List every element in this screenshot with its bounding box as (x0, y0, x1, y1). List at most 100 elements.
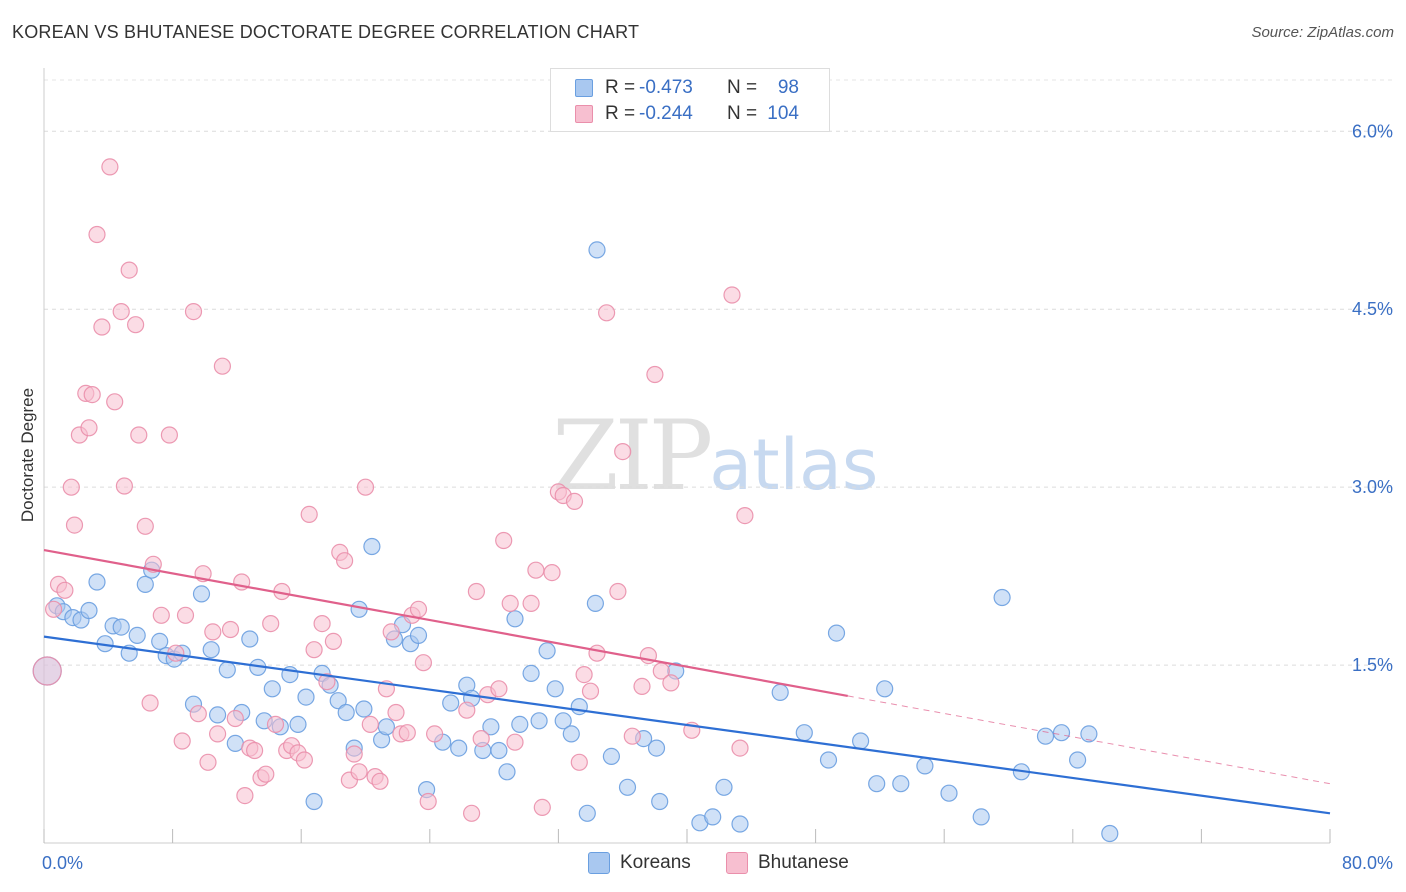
korean-point (651, 792, 669, 811)
korean-point (892, 775, 910, 793)
legend-r-label: R = (605, 103, 636, 124)
korean-point (482, 718, 500, 736)
bhutanese-point (458, 701, 476, 719)
series-legend-koreans[interactable]: Koreans (588, 852, 691, 874)
watermark-zip: ZIP (552, 400, 713, 512)
bhutanese-point (350, 763, 368, 781)
korean-point (263, 680, 281, 698)
bhutanese-point (361, 715, 379, 734)
correlation-legend: R = -0.473 N = 98 R = -0.244 N = 104 (550, 68, 830, 132)
korean-point (151, 632, 169, 651)
korean-point (704, 808, 722, 826)
korean-point (1068, 751, 1087, 769)
legend-swatch-koreans (575, 79, 593, 97)
korean-point (771, 683, 789, 702)
korean-point (226, 734, 244, 753)
bhutanese-point (236, 786, 254, 805)
bhutanese-point (324, 632, 342, 651)
bhutanese-point (112, 303, 130, 321)
korean-point (498, 763, 516, 781)
bhutanese-point (305, 641, 323, 659)
bhutanese-point (93, 318, 111, 336)
korean-point (876, 680, 894, 698)
legend-r-value: -0.244 (639, 103, 693, 124)
bhutanese-point (257, 765, 275, 783)
bhutanese-point (141, 694, 159, 712)
korean-point (289, 715, 307, 734)
korean-point (602, 747, 621, 766)
bhutanese-point (662, 674, 680, 692)
bhutanese-point (522, 594, 540, 613)
trend-lines (43, 548, 1331, 815)
korean-point (297, 688, 315, 706)
bhutanese-point (581, 682, 600, 700)
bhutanese-point (501, 594, 519, 613)
korean-point (511, 715, 529, 734)
korean-point (218, 661, 236, 679)
bhutanese-point (221, 620, 240, 639)
korean-point (1052, 724, 1071, 742)
korean-point (827, 624, 846, 642)
korean-point (490, 741, 508, 760)
korean-point (972, 808, 990, 826)
bhutanese-point (127, 316, 145, 334)
bhutanese-point (199, 753, 217, 771)
korean-point (202, 641, 220, 659)
legend-r-value: -0.473 (639, 77, 693, 98)
korean-point (506, 610, 524, 628)
korean-point (409, 626, 428, 645)
korean-point (241, 630, 259, 648)
bhutanese-point (44, 600, 63, 618)
series-legend-bhutanese[interactable]: Bhutanese (726, 852, 849, 874)
korean-point (940, 784, 958, 802)
legend-n-label: N = (727, 103, 758, 124)
korean-point (618, 778, 637, 796)
bhutanese-point (345, 745, 363, 763)
korean-point (588, 241, 606, 259)
x-tick-label: 80.0% (1342, 853, 1393, 873)
korean-point (647, 739, 666, 757)
bhutanese-point (614, 443, 632, 461)
chart-title: KOREAN VS BHUTANESE DOCTORATE DEGREE COR… (12, 22, 640, 42)
bhutanese-point (731, 739, 749, 757)
series-label-koreans: Koreans (620, 852, 691, 873)
bhutanese-point (32, 656, 62, 686)
bhutanese-point (467, 582, 485, 601)
series-swatch-koreans (588, 852, 610, 874)
korean-point (192, 585, 211, 603)
bhutanese-point (130, 426, 148, 444)
bhutanese-point (527, 561, 545, 579)
bhutanese-point (609, 582, 627, 601)
bhutanese-point (356, 478, 375, 496)
korean-point (377, 718, 395, 736)
chart-source: Source: ZipAtlas.com (1251, 24, 1394, 41)
bhutanese-point (209, 725, 227, 743)
series-label-bhutanese: Bhutanese (758, 852, 849, 873)
bhutanese-trend-extension (847, 695, 1331, 785)
bhutanese-point (115, 477, 134, 495)
bhutanese-point (414, 654, 432, 672)
bhutanese-point (300, 505, 318, 524)
korean-point (209, 706, 227, 724)
legend-row-bhutanese: R = -0.244 N = 104 (575, 103, 799, 125)
korean-point (530, 712, 548, 730)
bhutanese-point (152, 606, 170, 624)
bhutanese-point (173, 732, 191, 750)
bhutanese-point (426, 725, 444, 743)
korean-point (546, 680, 564, 698)
korean-point (355, 700, 373, 718)
korean-point (337, 703, 355, 722)
bhutanese-point (506, 733, 524, 751)
bhutanese-point (398, 724, 416, 742)
bhutanese-point (62, 478, 80, 496)
bhutanese-point (189, 705, 207, 723)
bhutanese-point (575, 665, 593, 684)
korean-point (586, 594, 605, 613)
legend-r-label: R = (605, 77, 636, 98)
bhutanese-point (88, 225, 106, 244)
series-legend: Koreans Bhutanese (0, 852, 1406, 876)
bhutanese-point (83, 386, 101, 404)
bhutanese-point (543, 563, 561, 582)
bhutanese-point (80, 419, 98, 437)
